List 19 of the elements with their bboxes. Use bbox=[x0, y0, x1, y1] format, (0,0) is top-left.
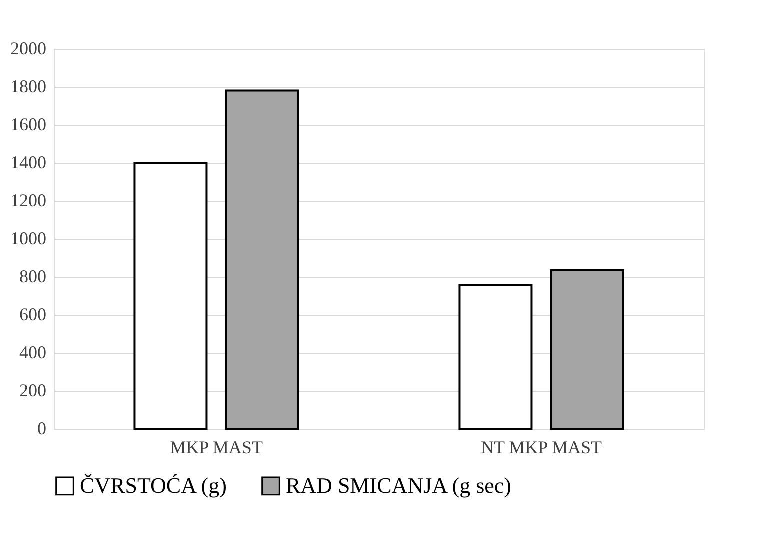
bar bbox=[225, 90, 300, 430]
y-tick-label: 1600 bbox=[10, 114, 46, 134]
y-tick-label: 1200 bbox=[10, 190, 46, 210]
bar bbox=[458, 284, 533, 430]
bar bbox=[134, 162, 208, 430]
y-tick-label: 400 bbox=[20, 342, 46, 362]
y-tick-label: 1800 bbox=[10, 76, 46, 96]
legend-label: ČVRSTOĆA (g) bbox=[80, 473, 227, 498]
y-tick-label: 1400 bbox=[10, 152, 46, 172]
y-tick-label: 600 bbox=[20, 304, 46, 324]
x-tick-label: MKP MAST bbox=[170, 438, 263, 458]
y-tick-label: 1000 bbox=[10, 228, 46, 248]
bar bbox=[550, 269, 624, 430]
y-tick-label: 0 bbox=[38, 418, 46, 438]
x-tick-label: NT MKP MAST bbox=[480, 438, 602, 458]
y-tick-label: 2000 bbox=[10, 38, 46, 58]
y-tick-label: 800 bbox=[20, 266, 46, 286]
legend-label: RAD SMICANJA (g sec) bbox=[286, 473, 512, 498]
y-tick-label: 200 bbox=[20, 380, 46, 400]
